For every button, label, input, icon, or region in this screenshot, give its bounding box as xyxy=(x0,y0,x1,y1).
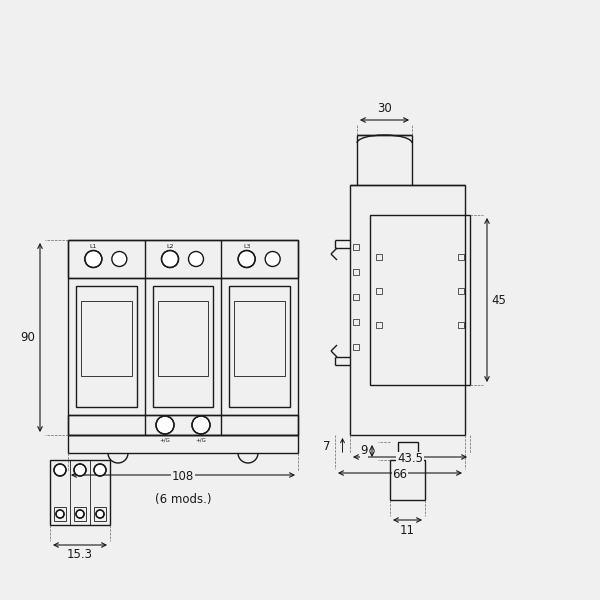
Bar xyxy=(458,253,464,259)
Bar xyxy=(235,301,285,376)
Bar xyxy=(152,286,214,407)
Bar xyxy=(158,301,208,376)
Text: L2: L2 xyxy=(166,244,174,249)
Bar xyxy=(376,287,382,293)
Bar xyxy=(74,507,86,521)
Bar xyxy=(350,185,465,435)
Bar xyxy=(229,286,290,407)
Circle shape xyxy=(96,510,104,518)
Bar xyxy=(376,253,382,259)
Circle shape xyxy=(238,251,255,268)
Text: 11: 11 xyxy=(400,523,415,536)
Text: L3: L3 xyxy=(243,244,250,249)
Bar xyxy=(353,343,359,349)
Bar xyxy=(357,135,412,185)
Bar xyxy=(370,215,470,385)
Bar xyxy=(68,415,298,435)
Text: 9: 9 xyxy=(360,445,368,457)
Circle shape xyxy=(74,464,86,476)
Bar xyxy=(390,460,425,500)
Text: 90: 90 xyxy=(20,331,35,344)
Circle shape xyxy=(56,510,64,518)
Circle shape xyxy=(76,510,84,518)
Circle shape xyxy=(161,251,179,268)
Text: 7: 7 xyxy=(323,440,331,454)
Circle shape xyxy=(85,251,102,268)
Bar xyxy=(68,240,298,278)
Bar xyxy=(353,319,359,325)
Circle shape xyxy=(94,464,106,476)
Bar xyxy=(353,293,359,299)
Text: (6 mods.): (6 mods.) xyxy=(155,493,211,506)
Bar xyxy=(458,287,464,293)
Bar xyxy=(94,507,106,521)
Text: L1: L1 xyxy=(89,244,97,249)
Bar xyxy=(76,286,137,407)
Text: 15.3: 15.3 xyxy=(67,548,93,562)
Circle shape xyxy=(54,464,66,476)
Text: 66: 66 xyxy=(392,469,407,481)
Bar xyxy=(50,460,110,525)
Bar xyxy=(68,435,298,453)
Bar xyxy=(353,269,359,275)
Circle shape xyxy=(192,416,210,434)
Bar xyxy=(458,322,464,328)
Bar xyxy=(68,240,298,435)
Text: 45: 45 xyxy=(491,293,506,307)
Circle shape xyxy=(156,416,174,434)
Text: 43.5: 43.5 xyxy=(397,452,423,466)
Bar xyxy=(398,442,418,460)
Text: +/G: +/G xyxy=(196,438,206,443)
Text: 30: 30 xyxy=(377,103,392,115)
Text: +/G: +/G xyxy=(160,438,170,443)
Bar xyxy=(54,507,66,521)
Bar xyxy=(81,301,131,376)
Circle shape xyxy=(265,251,280,266)
Bar xyxy=(376,322,382,328)
Text: 108: 108 xyxy=(172,470,194,484)
Bar xyxy=(353,244,359,250)
Circle shape xyxy=(188,251,203,266)
Circle shape xyxy=(112,251,127,266)
